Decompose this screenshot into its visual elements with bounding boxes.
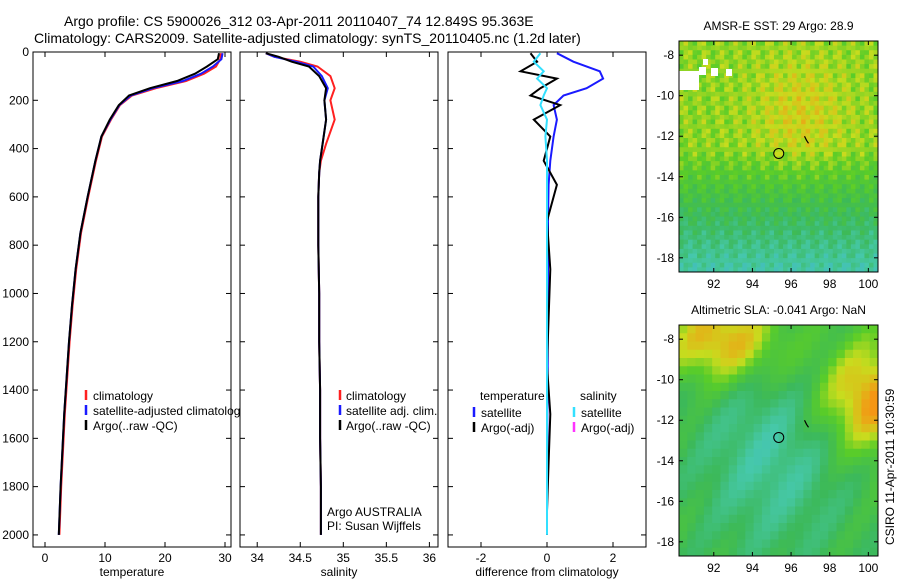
- float-position-marker: [773, 431, 785, 443]
- series-group: [517, 52, 605, 535]
- sla-map-panel: 92 94 96 98 100 -8 -10 -12 -14 -16 -18 Altimetric S…: [657, 303, 879, 575]
- legend-label: satellite: [581, 406, 622, 420]
- map-frame: [678, 40, 879, 273]
- y-tick-label: -12: [657, 413, 675, 427]
- legend-label: Argo(-adj): [481, 421, 534, 435]
- plot-frame: [239, 51, 439, 548]
- map-title: AMSR-E SST: 29 Argo: 28.9: [703, 19, 853, 33]
- y-tick-label: -16: [657, 494, 675, 508]
- missing-data-patch: [703, 59, 708, 65]
- y-tick-label: -18: [657, 251, 675, 265]
- y-tick-label: -10: [657, 89, 675, 103]
- x-tick-label: 92: [707, 561, 721, 575]
- annotation-label: PI: Susan Wijffels: [327, 519, 421, 533]
- x-tick-label: 35.5: [375, 551, 399, 565]
- missing-data-patch: [711, 68, 718, 76]
- y-tick-label: -8: [663, 332, 674, 346]
- plot-frame: [32, 51, 232, 548]
- x-tick-label: 94: [746, 277, 760, 291]
- sst-map-panel: 92 94 96 98 100 -8 -10 -12 -14 -16 -18 AMSR-E SST: …: [657, 19, 879, 291]
- x-tick-label: 34.5: [289, 551, 313, 565]
- legend-label: satellite adj. clim.: [346, 404, 437, 418]
- missing-data-patch: [679, 71, 699, 90]
- legend-label: satellite: [481, 406, 522, 420]
- x-tick-label: 100: [858, 277, 878, 291]
- legend-label: climatology: [346, 389, 406, 403]
- series-group: [265, 52, 336, 535]
- heatmap-field: [679, 325, 878, 556]
- x-tick-label: 0: [544, 551, 551, 565]
- float-track: [803, 136, 810, 144]
- x-tick-label: 2: [610, 551, 617, 565]
- x-tick-label: 100: [858, 561, 878, 575]
- x-tick-label: 30: [218, 551, 232, 565]
- x-tick-label: 94: [746, 561, 760, 575]
- x-axis-label: temperature: [100, 565, 165, 579]
- y-tick-label: -18: [657, 535, 675, 549]
- temperature-panel: 0 10 20 30 0 200 400 600 800 1000 1200 1400 1600 1800…: [2, 45, 246, 579]
- y-tick-label: 400: [9, 142, 29, 156]
- x-tick-label: 34: [251, 551, 265, 565]
- y-tick-label: -14: [657, 170, 675, 184]
- heatmap-field: [679, 41, 878, 272]
- legend-label: Argo(..raw -QC): [93, 419, 178, 433]
- x-tick-label: 96: [784, 277, 798, 291]
- float-position-marker: [773, 147, 785, 159]
- annotation-label: Argo AUSTRALIA: [327, 505, 422, 519]
- x-axis-label: difference from climatology: [475, 565, 618, 579]
- legend-label: Argo(..raw -QC): [346, 419, 431, 433]
- legend-label: climatology: [93, 389, 153, 403]
- x-tick-label: 20: [158, 551, 172, 565]
- x-tick-label: 98: [823, 277, 837, 291]
- y-tick-label: 1000: [2, 286, 29, 300]
- y-tick-label: 200: [9, 93, 29, 107]
- y-tick-label: 800: [9, 238, 29, 252]
- x-tick-label: 98: [823, 561, 837, 575]
- series-group: [57, 53, 224, 535]
- series-line: [57, 53, 220, 535]
- x-tick-label: 0: [42, 551, 49, 565]
- y-tick-label: -8: [663, 48, 674, 62]
- y-tick-label: 1400: [2, 383, 29, 397]
- map-title: Altimetric SLA: -0.041 Argo: NaN: [691, 303, 866, 317]
- series-line: [265, 52, 328, 535]
- legend-label: satellite-adjusted climatology: [93, 404, 246, 418]
- missing-data-patch: [726, 69, 732, 76]
- missing-data-patch: [699, 67, 706, 75]
- legend-group-title: temperature: [480, 389, 545, 403]
- legend-label: Argo(-adj): [581, 421, 634, 435]
- map-frame: [678, 324, 879, 557]
- float-track: [803, 420, 810, 428]
- x-tick-label: 10: [98, 551, 112, 565]
- x-tick-label: -2: [476, 551, 487, 565]
- y-tick-label: 1200: [2, 335, 29, 349]
- y-tick-label: -12: [657, 129, 675, 143]
- x-tick-label: 92: [707, 277, 721, 291]
- figure-title-line-1: Argo profile: CS 5900026_312 03-Apr-2011…: [64, 13, 534, 29]
- x-tick-label: 35: [337, 551, 351, 565]
- series-line: [532, 52, 549, 535]
- x-tick-label: 96: [784, 561, 798, 575]
- side-timestamp-label: CSIRO 11-Apr-2011 10:30:59: [883, 388, 897, 545]
- figure-title-line-2: Climatology: CARS2009. Satellite-adjuste…: [34, 30, 581, 46]
- series-line: [517, 52, 563, 535]
- salinity-panel: 34 34.5 35 35.5 36 salinity climatologysatelli…: [239, 51, 439, 579]
- y-tick-label: 1600: [2, 431, 29, 445]
- y-tick-label: -16: [657, 210, 675, 224]
- y-tick-label: 0: [22, 45, 29, 59]
- y-tick-label: 2000: [2, 528, 29, 542]
- y-tick-label: -14: [657, 454, 675, 468]
- y-tick-label: 600: [9, 190, 29, 204]
- legend-group-title: salinity: [580, 389, 617, 403]
- x-axis-label: salinity: [321, 565, 358, 579]
- x-tick-label: 36: [423, 551, 437, 565]
- y-tick-label: 1800: [2, 480, 29, 494]
- y-tick-label: -10: [657, 373, 675, 387]
